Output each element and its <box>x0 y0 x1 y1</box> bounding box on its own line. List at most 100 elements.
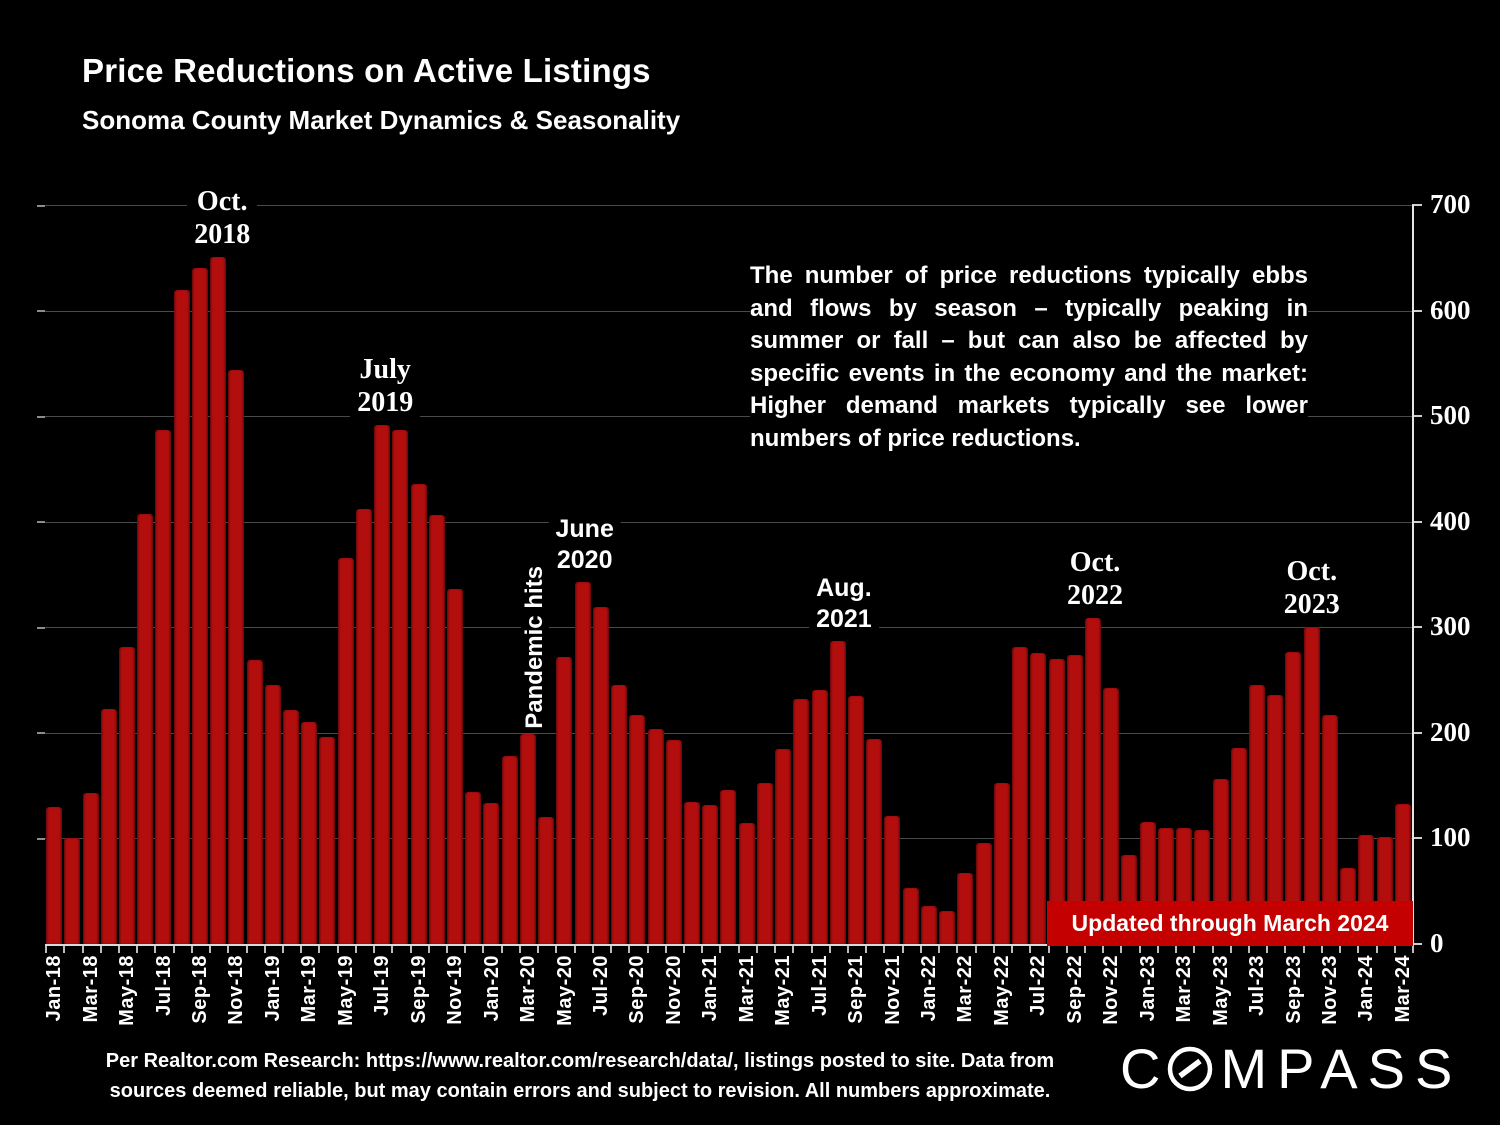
bar <box>82 793 99 944</box>
y-axis-label: 0 <box>1430 928 1444 958</box>
x-axis-tick <box>1375 946 1378 953</box>
gridline <box>45 627 1412 629</box>
x-axis-tick <box>99 946 102 953</box>
x-axis-tick <box>956 946 959 953</box>
bar <box>501 756 518 944</box>
bar <box>46 806 62 944</box>
bar <box>920 906 937 944</box>
y-axis-left-tick <box>37 521 45 524</box>
x-axis-tick <box>792 946 795 953</box>
x-axis-tick <box>373 946 376 953</box>
bar <box>210 256 226 944</box>
x-axis-tick <box>1302 946 1305 953</box>
commentary-line: summer or fall – but can also be affecte… <box>750 327 1308 354</box>
y-axis-left-tick <box>37 310 45 313</box>
bar <box>902 888 919 944</box>
annotation-peak: Oct. 2023 <box>1276 554 1347 625</box>
x-axis-label: Mar-18 <box>79 955 102 1023</box>
bar <box>1066 654 1083 944</box>
x-axis-label: Jul-21 <box>808 955 831 1016</box>
bar <box>428 515 445 944</box>
bar <box>1267 694 1284 944</box>
x-axis-label: Mar-19 <box>298 955 321 1023</box>
x-axis-tick <box>1156 946 1159 953</box>
compass-logo: C MPASS <box>1120 1036 1462 1101</box>
x-axis-tick <box>409 946 412 953</box>
bar <box>173 289 190 944</box>
bar <box>738 822 755 944</box>
bar <box>1048 659 1065 944</box>
bar <box>64 838 81 944</box>
x-axis-tick <box>482 946 485 953</box>
x-axis-tick <box>1412 946 1414 953</box>
x-axis-tick <box>1393 946 1396 953</box>
x-axis-tick <box>81 946 84 953</box>
annotation-peak: Oct. 2022 <box>1060 544 1130 615</box>
annotation-peak: Aug. 2021 <box>809 572 879 638</box>
y-axis-left-tick <box>37 626 45 629</box>
x-axis-label: Jan-23 <box>1136 955 1159 1022</box>
x-axis-tick <box>938 946 941 953</box>
x-axis-label: Jul-19 <box>371 955 394 1016</box>
bar <box>775 748 792 944</box>
x-axis-label: May-18 <box>116 955 138 1026</box>
bar <box>848 695 864 944</box>
x-axis-tick <box>646 946 649 953</box>
bar <box>538 817 555 944</box>
x-axis-tick <box>828 946 831 953</box>
bar <box>866 739 883 944</box>
commentary-line: specific events in the economy and the m… <box>750 359 1308 387</box>
x-axis-tick <box>847 946 849 953</box>
x-axis-tick <box>1065 946 1068 953</box>
y-axis-label: 200 <box>1430 716 1471 747</box>
bar <box>756 782 773 944</box>
annotation-peak: July 2019 <box>350 351 421 422</box>
y-axis-tick <box>1412 626 1422 629</box>
x-axis-label: Mar-22 <box>954 955 977 1023</box>
x-axis-label: Jan-24 <box>1355 955 1378 1022</box>
x-axis-tick <box>518 946 521 953</box>
x-axis-label: Nov-18 <box>225 955 248 1025</box>
commentary-text: The number of price reductions typically… <box>750 260 1308 459</box>
compass-o-icon <box>1168 1046 1213 1091</box>
x-axis-tick <box>701 946 704 953</box>
x-axis-tick <box>1248 946 1250 953</box>
x-axis-tick <box>628 946 631 953</box>
bar <box>1285 651 1302 944</box>
bar <box>264 685 281 944</box>
x-axis-tick <box>281 946 284 953</box>
x-axis-tick <box>427 946 430 953</box>
bar <box>392 429 409 944</box>
bar <box>337 557 354 944</box>
bar <box>556 656 573 944</box>
x-axis-label: Sep-20 <box>626 955 649 1024</box>
bar <box>720 789 737 944</box>
bar <box>191 268 208 944</box>
y-axis-label: 300 <box>1430 611 1471 642</box>
y-axis-tick <box>1412 415 1422 418</box>
bar <box>939 911 956 944</box>
x-axis-tick <box>919 946 922 953</box>
x-axis-tick <box>1211 946 1214 953</box>
x-axis-tick <box>719 946 722 953</box>
x-axis-tick <box>500 946 503 953</box>
x-axis-tick <box>172 946 175 953</box>
x-axis-tick <box>1138 946 1141 953</box>
x-axis-tick <box>464 946 467 953</box>
x-axis-tick <box>1029 946 1032 953</box>
y-axis-label: 500 <box>1430 400 1471 431</box>
x-axis-tick <box>610 946 612 953</box>
bar <box>811 689 828 944</box>
x-axis-tick <box>682 946 685 953</box>
x-axis-tick <box>354 946 357 953</box>
y-axis-left-tick <box>37 204 45 207</box>
bar <box>975 842 992 944</box>
bar <box>574 581 591 944</box>
commentary-line: Higher demand markets typically see lowe… <box>750 392 1308 419</box>
bar <box>1103 687 1120 944</box>
gridline <box>45 732 1412 734</box>
bar <box>447 589 463 944</box>
x-axis-label: May-19 <box>334 955 357 1026</box>
x-axis-tick <box>446 946 448 953</box>
logo-text-c: C <box>1120 1037 1171 1100</box>
